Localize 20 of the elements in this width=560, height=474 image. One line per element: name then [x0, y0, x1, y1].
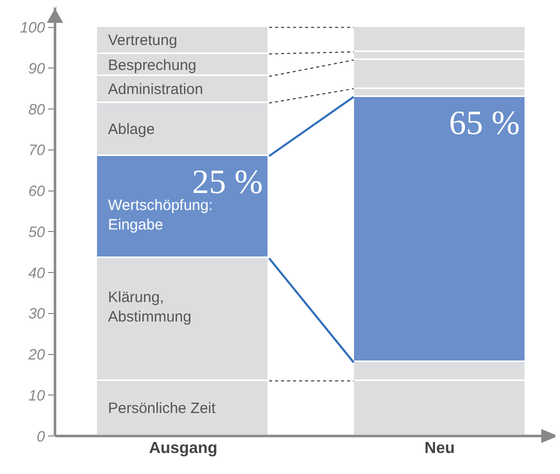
series-label: Besprechung: [108, 57, 196, 74]
y-tick-label: 80: [28, 101, 46, 118]
series-label: Vertretung: [108, 32, 178, 49]
y-tick-label: 70: [28, 142, 46, 160]
y-tick-label: 20: [27, 346, 46, 364]
y-tick-label: 60: [28, 183, 46, 200]
y-tick-label: 100: [20, 20, 46, 37]
y-tick-label: 30: [28, 306, 46, 323]
y-tick-label: 40: [28, 264, 46, 282]
y-tick-label: 0: [36, 428, 46, 446]
y-tick-label: 50: [28, 224, 46, 241]
x-tick-label: Ausgang: [148, 440, 218, 457]
data-label: 65 %: [449, 105, 520, 142]
y-tick-label: 10: [28, 387, 46, 404]
x-tick-label: Neu: [424, 440, 455, 457]
series-label: Administration: [108, 81, 204, 98]
y-tick-label: 90: [28, 60, 46, 78]
series-label: Ablage: [108, 121, 155, 138]
series-label: Klärung, Abstimmung: [108, 289, 192, 326]
series-label: Persönliche Zeit: [108, 400, 216, 417]
